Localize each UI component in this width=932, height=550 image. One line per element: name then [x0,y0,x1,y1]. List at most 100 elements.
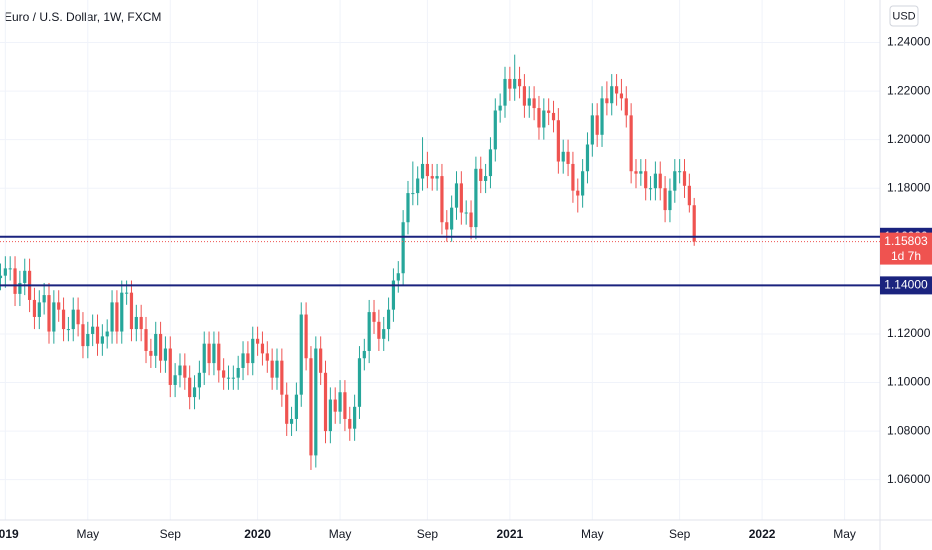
candle-body [624,98,628,116]
candle-body [547,110,551,113]
y-tick-label: 1.24000 [887,35,931,49]
candle-body [197,372,201,388]
candle-body [532,98,536,109]
candle-body [110,302,114,332]
candle-body [639,171,643,174]
x-tick-label: May [833,527,856,541]
candle-body [605,98,609,104]
candle-body [120,292,124,332]
candle-body [52,302,56,332]
candle-body [585,144,590,172]
candle-body [270,360,274,378]
candle-body [668,190,672,211]
candle-body [687,185,691,206]
candle-body [168,348,172,385]
candle-body [91,326,95,334]
candle-body [71,309,75,330]
candle-body [401,222,405,274]
candle-body [353,406,357,429]
last-price-label: 1.15803 [884,234,928,248]
candle-body [576,190,580,196]
candle-body [236,367,240,378]
candle-body [556,120,560,162]
candle-body [479,168,483,181]
y-tick-label: 1.22000 [887,83,931,97]
candle-body [328,399,332,432]
candle-body [469,212,473,228]
candle-body [202,343,206,373]
candle-body [396,273,400,281]
candle-body [386,309,391,330]
countdown-label: 1d 7h [891,249,921,263]
candle-body [406,193,410,223]
candle-body [537,108,541,128]
candles [0,54,696,470]
candle-body [411,193,415,195]
candle-body [454,183,459,208]
candle-body [634,171,638,174]
candle-body [566,151,570,164]
candle-body [3,268,7,276]
candle-body [474,168,478,228]
candle-body [692,205,696,242]
candle-body [678,171,682,173]
y-tick-label: 1.20000 [887,132,931,146]
candle-body [435,176,439,179]
candle-body [95,326,100,344]
candle-body [323,372,328,432]
x-tick-label: 2021 [497,527,524,541]
candle-body [285,394,289,424]
candle-body [134,316,138,330]
candle-body [57,302,61,310]
currency-label: USD [892,10,915,22]
candle-body [357,358,362,407]
candle-body [23,270,27,283]
candle-body [348,418,352,429]
candle-body [207,343,211,364]
candle-body [644,171,648,189]
candle-body [590,115,594,145]
candle-body [682,171,687,186]
candle-body [610,86,614,104]
candle-body [265,353,269,361]
candle-body [42,295,46,303]
candle-body [158,333,163,361]
candle-body [217,343,221,371]
x-tick-label: Sep [160,527,182,541]
candle-body [319,348,323,373]
candle-body [144,329,148,351]
candle-body [173,375,177,385]
candle-body [188,377,192,398]
candle-body [129,292,134,330]
candle-body [294,394,299,419]
candle-body [280,360,284,395]
candle-body [362,350,366,359]
candle-body [86,333,90,347]
candle-body [260,343,265,354]
candle-body [561,151,565,162]
candle-body [551,112,556,121]
candle-body [212,343,216,364]
candle-body [76,309,80,325]
y-tick-label: 1.10000 [887,375,931,389]
candle-body [517,78,522,87]
candle-body [100,336,104,344]
candle-body [66,329,71,331]
candle-body [241,353,245,368]
candle-body [508,78,512,89]
candle-body [619,93,624,99]
candle-body [61,309,66,330]
level-label: 1.14000 [884,278,928,292]
candle-body [382,329,386,339]
candle-body [367,312,371,351]
candle-body [503,78,507,106]
candle-body [445,222,449,230]
chart-title: Euro / U.S. Dollar, 1W, FXCM [4,10,161,24]
candle-body [289,418,294,424]
candle-body [0,275,3,279]
y-tick-label: 1.12000 [887,326,931,340]
x-tick-label: 2019 [0,527,19,541]
y-tick-label: 1.18000 [887,180,931,194]
candle-body [493,110,497,150]
